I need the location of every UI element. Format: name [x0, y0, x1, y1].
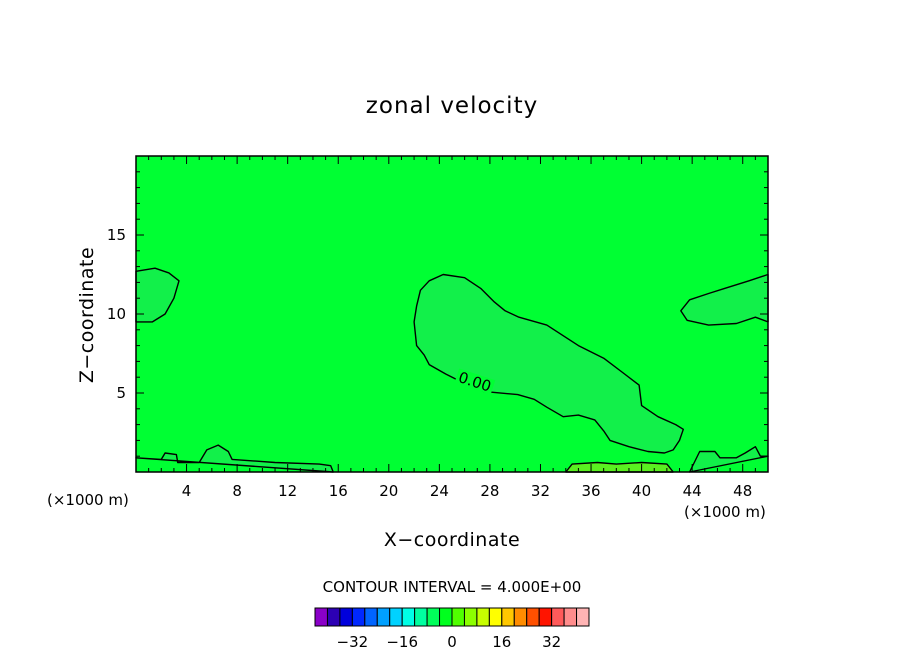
colorbar-swatch: [451, 607, 465, 627]
colorbar: −32 −16 0 16 32: [314, 607, 590, 651]
colorbar-swatch: [526, 607, 540, 627]
colorbar-swatch: [364, 607, 378, 627]
colorbar-tick-label: −32: [337, 633, 369, 651]
colorbar-swatch: [439, 607, 453, 627]
y-axis-label: Z−coordinate: [76, 247, 98, 383]
colorbar-swatch: [576, 607, 590, 627]
x-tick-label: 24: [430, 482, 449, 500]
colorbar-swatch: [389, 607, 403, 627]
chart-title: zonal velocity: [366, 93, 538, 119]
x-units-left: (×1000 m): [47, 491, 129, 509]
colorbar-tick-label: 16: [492, 633, 511, 651]
x-tick-label: 28: [480, 482, 499, 500]
colorbar-swatch: [538, 607, 553, 627]
contour-left-bulge: [135, 267, 180, 323]
colorbar-tick-label: −16: [386, 633, 418, 651]
contour-interval-label: CONTOUR INTERVAL = 4.000E+00: [323, 578, 582, 596]
colorbar-swatch: [401, 607, 416, 627]
x-tick-label: 8: [232, 482, 242, 500]
x-tick-label: 20: [379, 482, 398, 500]
x-tick-label: 36: [581, 482, 600, 500]
colorbar-swatch: [463, 607, 478, 627]
contour-right-bulge: [680, 273, 769, 326]
y-tick-label: 5: [116, 384, 126, 402]
colorbar-swatch: [376, 607, 391, 627]
x-axis-label: X−coordinate: [384, 529, 520, 551]
colorbar-swatch: [501, 607, 515, 627]
contour-bottom-left-layer: [135, 444, 334, 473]
colorbar-swatch: [551, 607, 565, 627]
colorbar-tick-label: 32: [542, 633, 561, 651]
y-tick-label: 15: [107, 226, 126, 244]
x-tick-label: 16: [329, 482, 348, 500]
contour-label-gap: [454, 368, 496, 395]
x-tick-label: 12: [278, 482, 297, 500]
colorbar-swatch: [563, 607, 578, 627]
colorbar-tick-label: 0: [447, 633, 457, 651]
colorbar-swatch: [476, 607, 490, 627]
x-tick-label: 48: [733, 482, 752, 500]
contour-central-tongue: [413, 273, 684, 454]
x-tick-label: 44: [683, 482, 702, 500]
colorbar-swatch: [426, 607, 441, 627]
contour-bottom-warm-strip: [565, 461, 674, 473]
x-tick-label: 4: [182, 482, 192, 500]
x-tick-label: 32: [531, 482, 550, 500]
colorbar-swatch: [326, 607, 341, 627]
colorbar-swatch: [488, 607, 503, 627]
x-units-right: (×1000 m): [684, 503, 766, 521]
colorbar-swatch: [314, 607, 328, 627]
y-tick-label: 10: [107, 305, 126, 323]
x-tick-label: 40: [632, 482, 651, 500]
colorbar-swatch: [414, 607, 428, 627]
colorbar-swatch: [339, 607, 353, 627]
colorbar-swatch: [351, 607, 366, 627]
colorbar-swatch: [513, 607, 528, 627]
